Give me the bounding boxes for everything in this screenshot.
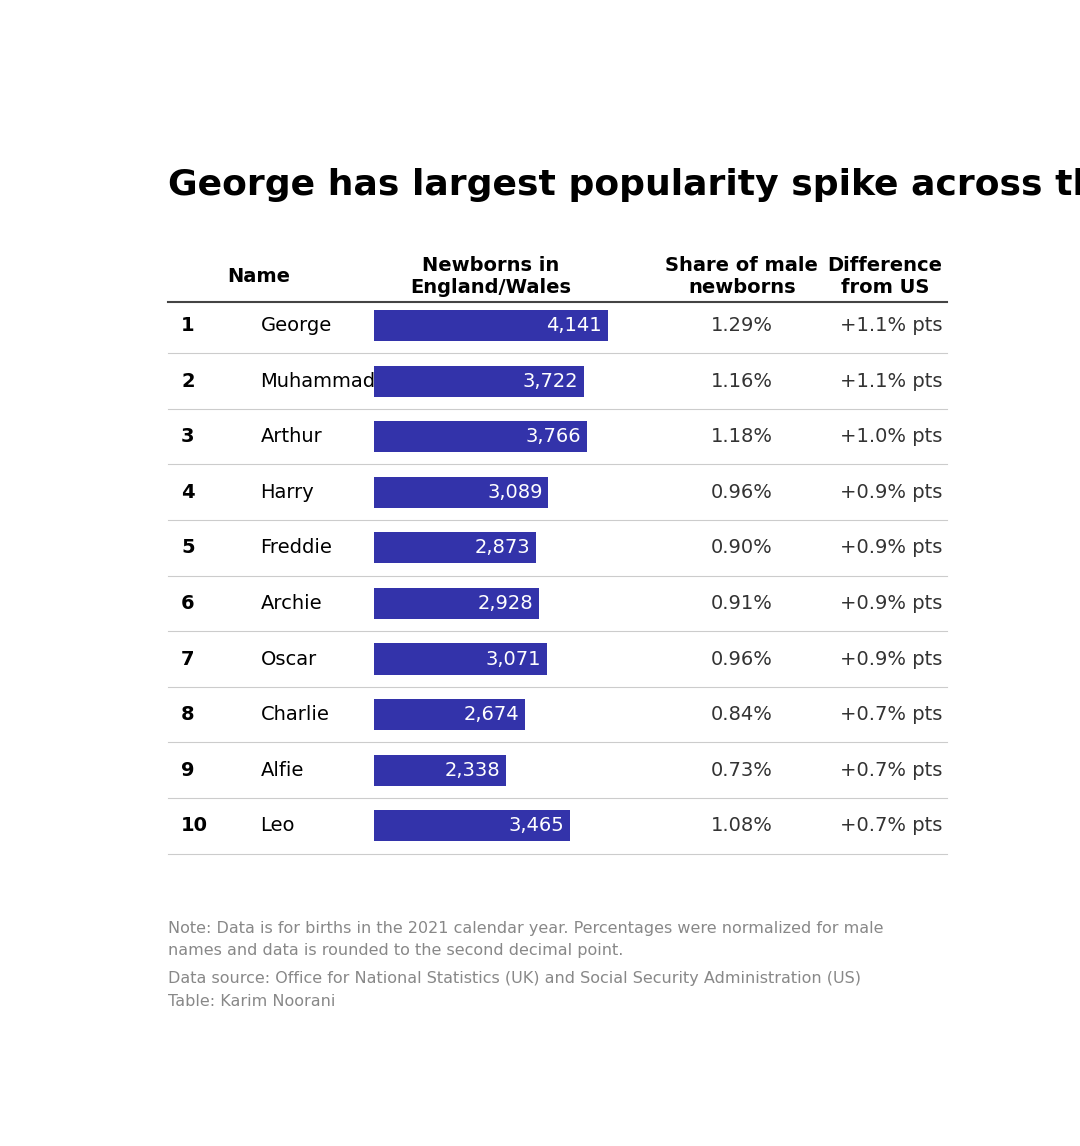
Text: +1.1% pts: +1.1% pts — [840, 371, 943, 391]
Text: 1.08%: 1.08% — [711, 816, 773, 835]
Text: 3,071: 3,071 — [486, 650, 541, 668]
Bar — [374, 366, 584, 397]
Text: 2,338: 2,338 — [444, 761, 500, 779]
Text: 2,873: 2,873 — [474, 539, 530, 557]
Text: 1.18%: 1.18% — [711, 427, 773, 446]
Text: 3,465: 3,465 — [508, 816, 564, 835]
Text: 0.96%: 0.96% — [711, 650, 773, 668]
Text: 2,928: 2,928 — [477, 594, 534, 613]
Text: George has largest popularity spike across the pond: George has largest popularity spike acro… — [168, 168, 1080, 203]
Text: 0.96%: 0.96% — [711, 482, 773, 502]
Text: 9: 9 — [181, 761, 194, 779]
Text: George: George — [260, 316, 332, 335]
Text: 3,722: 3,722 — [523, 371, 578, 391]
Bar — [374, 755, 505, 786]
Text: 0.73%: 0.73% — [711, 761, 773, 779]
Bar — [374, 532, 536, 564]
Text: 0.90%: 0.90% — [711, 539, 772, 557]
Text: Harry: Harry — [260, 482, 314, 502]
Text: 3,766: 3,766 — [525, 427, 581, 446]
Text: Freddie: Freddie — [260, 539, 333, 557]
Text: +0.7% pts: +0.7% pts — [840, 761, 943, 779]
Text: +0.9% pts: +0.9% pts — [840, 482, 943, 502]
Bar — [374, 643, 548, 675]
Bar — [374, 477, 549, 508]
Text: +0.9% pts: +0.9% pts — [840, 539, 943, 557]
Text: Leo: Leo — [260, 816, 295, 835]
Text: 2,674: 2,674 — [463, 705, 519, 724]
Text: 1: 1 — [181, 316, 194, 335]
Text: +1.0% pts: +1.0% pts — [840, 427, 943, 446]
Text: 1.16%: 1.16% — [711, 371, 773, 391]
Text: Oscar: Oscar — [260, 650, 316, 668]
Text: Muhammad: Muhammad — [260, 371, 376, 391]
Text: Data source: Office for National Statistics (UK) and Social Security Administrat: Data source: Office for National Statist… — [168, 972, 862, 1008]
Text: Newborns in
England/Wales: Newborns in England/Wales — [410, 257, 571, 298]
Bar — [374, 309, 608, 342]
Text: 3: 3 — [181, 427, 194, 446]
Text: Name: Name — [227, 267, 291, 286]
Text: Archie: Archie — [260, 594, 322, 613]
Text: 2: 2 — [181, 371, 194, 391]
Text: 0.91%: 0.91% — [711, 594, 773, 613]
Bar — [374, 699, 525, 730]
Text: Note: Data is for births in the 2021 calendar year. Percentages were normalized : Note: Data is for births in the 2021 cal… — [168, 921, 883, 958]
Text: Alfie: Alfie — [260, 761, 303, 779]
Text: 7: 7 — [181, 650, 194, 668]
Text: +0.9% pts: +0.9% pts — [840, 650, 943, 668]
Text: 4,141: 4,141 — [546, 316, 602, 335]
Text: 0.84%: 0.84% — [711, 705, 773, 724]
Text: +1.1% pts: +1.1% pts — [840, 316, 943, 335]
Text: 8: 8 — [181, 705, 194, 724]
Text: +0.9% pts: +0.9% pts — [840, 594, 943, 613]
Text: Charlie: Charlie — [260, 705, 329, 724]
Text: Difference
from US: Difference from US — [827, 257, 943, 298]
Text: 6: 6 — [181, 594, 194, 613]
Bar — [374, 588, 539, 619]
Text: 3,089: 3,089 — [487, 482, 542, 502]
Text: 4: 4 — [181, 482, 194, 502]
Bar — [374, 810, 569, 841]
Text: 5: 5 — [181, 539, 194, 557]
Text: Arthur: Arthur — [260, 427, 322, 446]
Text: Share of male
newborns: Share of male newborns — [665, 257, 819, 298]
Text: +0.7% pts: +0.7% pts — [840, 705, 943, 724]
Text: +0.7% pts: +0.7% pts — [840, 816, 943, 835]
Bar — [374, 421, 586, 453]
Text: 1.29%: 1.29% — [711, 316, 773, 335]
Text: 10: 10 — [181, 816, 208, 835]
